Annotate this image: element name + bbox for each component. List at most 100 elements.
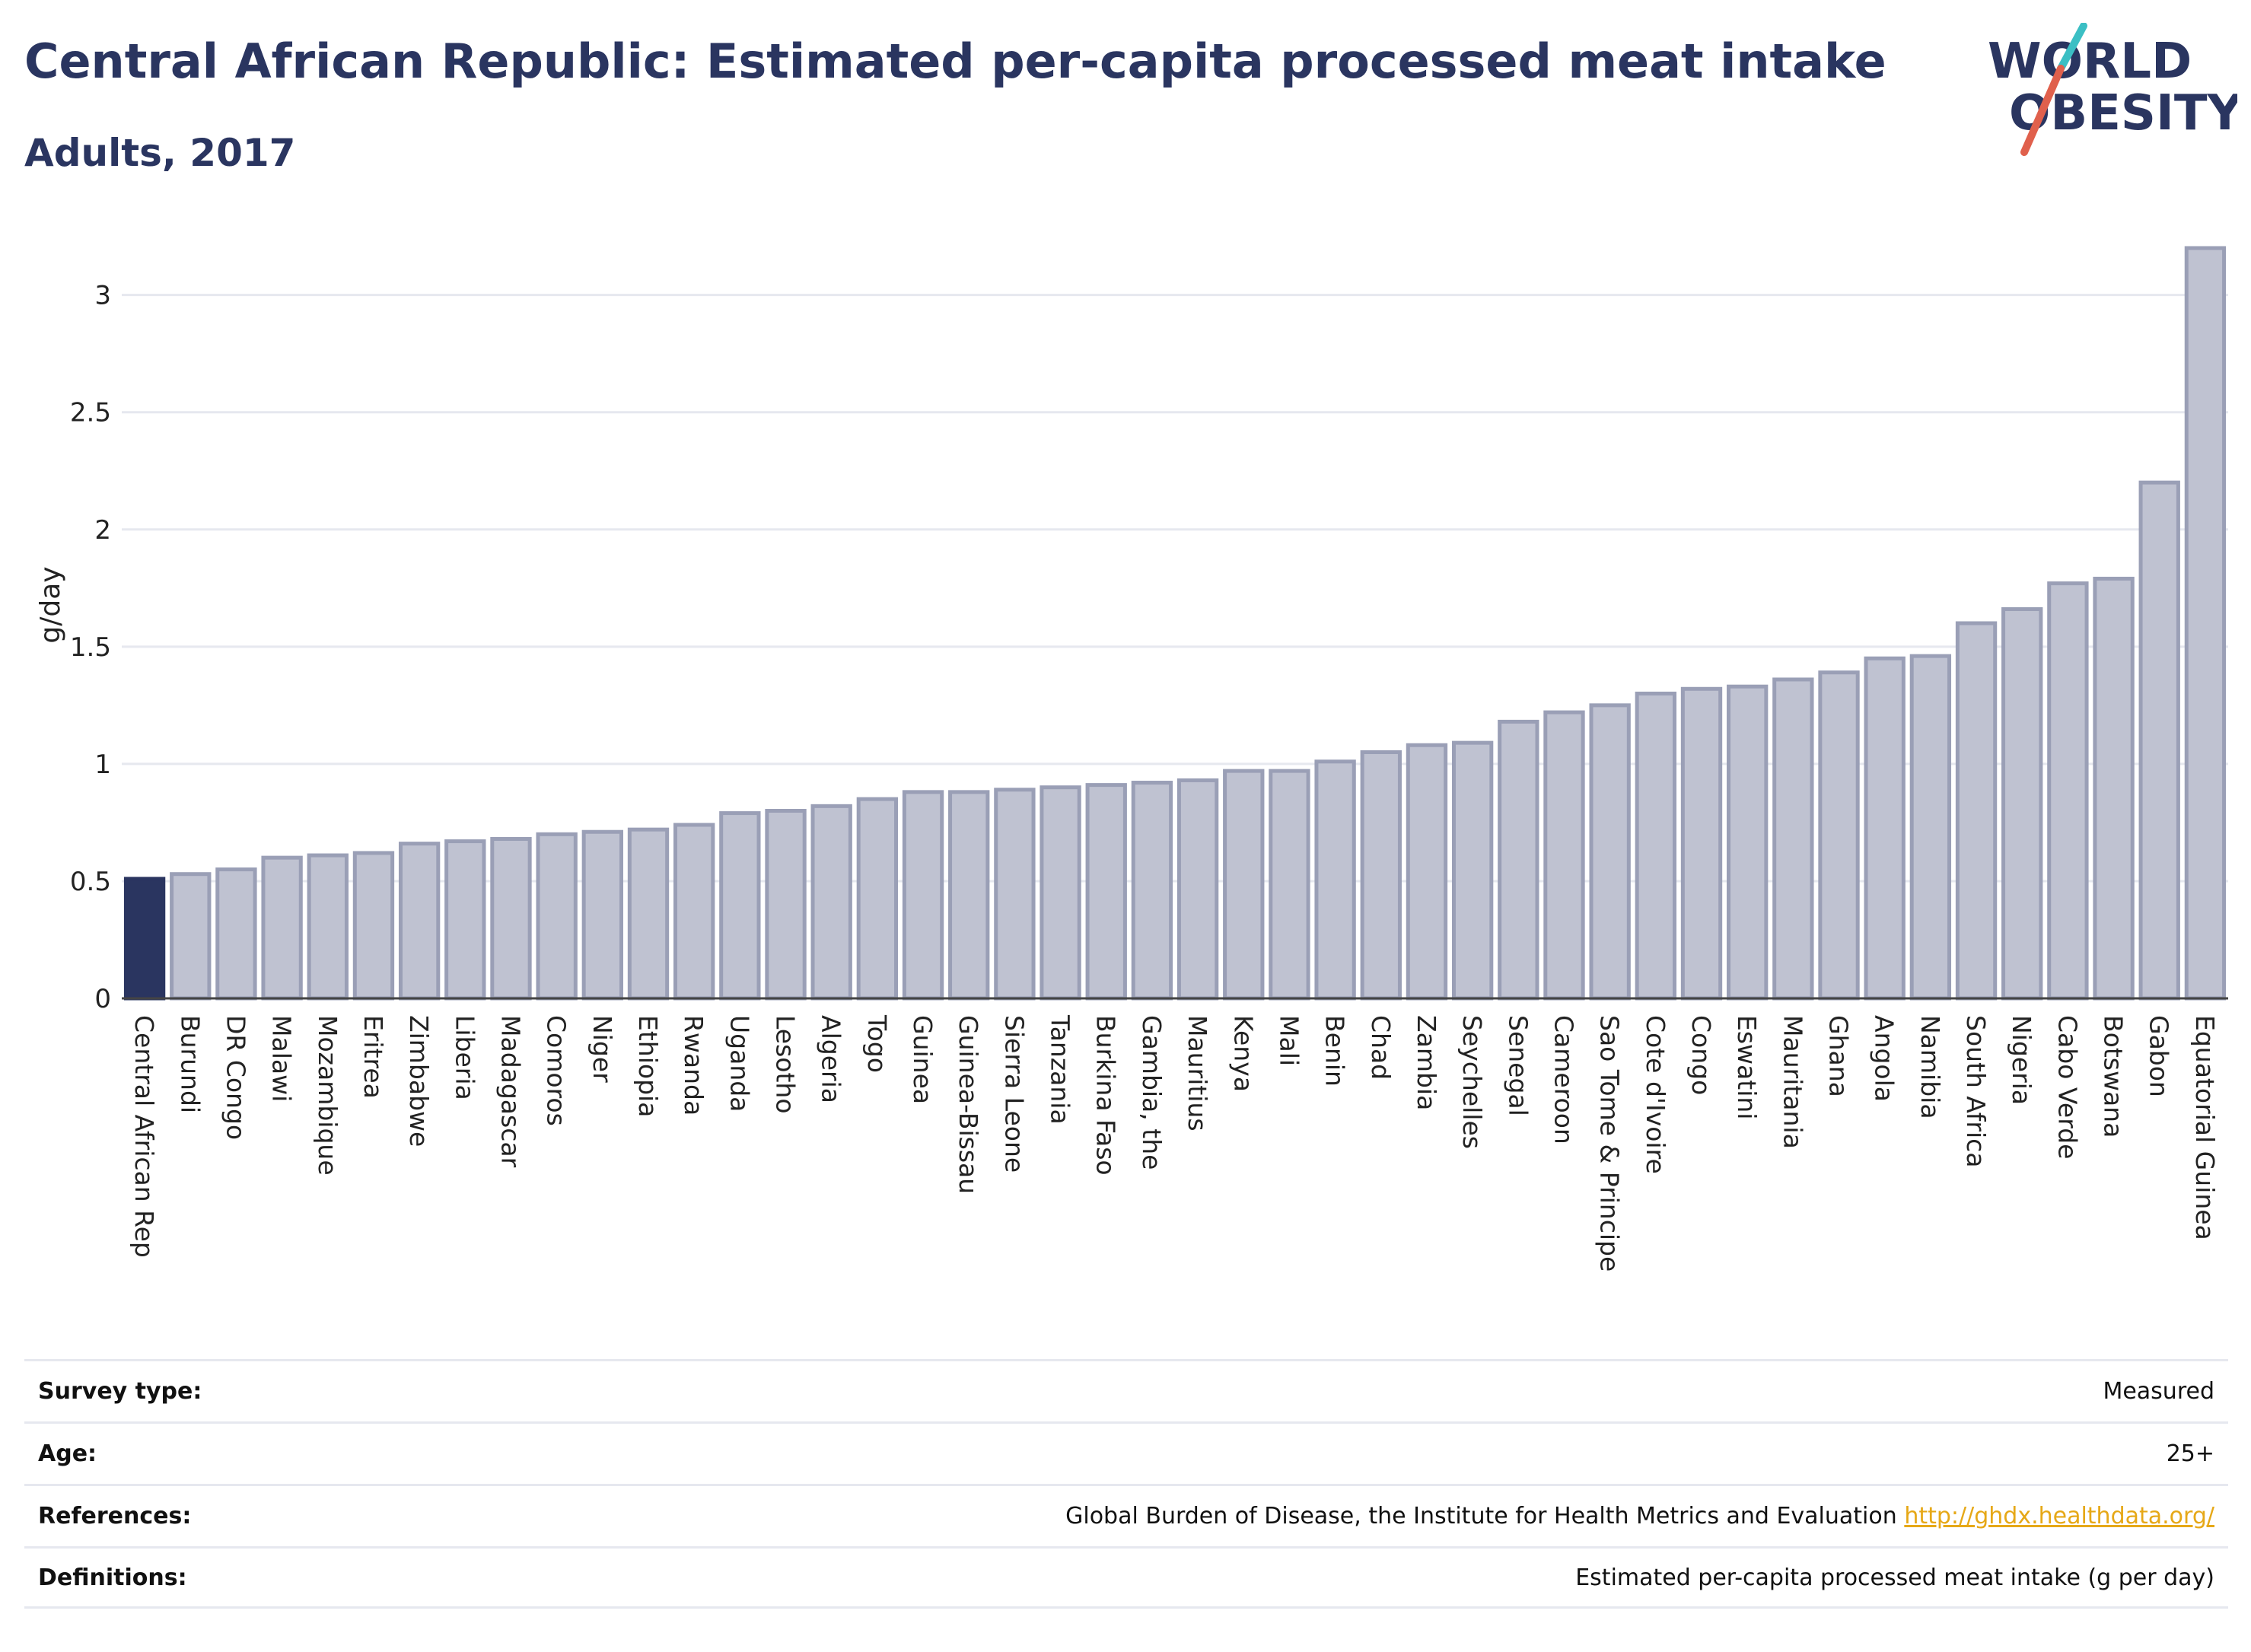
bar — [1131, 781, 1173, 1001]
x-tick-label: Eswatini — [1732, 1015, 1762, 1119]
x-tick-label: Malawi — [267, 1015, 297, 1102]
bar — [490, 836, 532, 1001]
bar — [215, 867, 257, 1001]
bar — [1040, 785, 1081, 1001]
x-tick-label: Cote d'Ivoire — [1641, 1015, 1670, 1174]
y-tick-label: 2 — [94, 515, 111, 546]
bar — [2001, 607, 2043, 1001]
info-table: Survey type: Measured Age: 25+ References: Gl… — [24, 1359, 2228, 1609]
reference-link[interactable]: http://ghdx.healthdata.org/ — [1904, 1503, 2214, 1529]
bar — [1176, 778, 1219, 1001]
info-value: Measured — [2103, 1378, 2214, 1405]
bar — [1818, 670, 1860, 1001]
x-tick-label: Kenya — [1228, 1015, 1258, 1092]
x-tick-label: Nigeria — [2007, 1015, 2036, 1105]
info-key: References: — [38, 1503, 192, 1529]
logo-slash-red — [2020, 65, 2065, 156]
x-tick-label: Burkina Faso — [1091, 1015, 1121, 1176]
bar — [123, 877, 166, 1001]
bar — [1589, 703, 1631, 1001]
bar — [1085, 783, 1127, 1001]
x-tick-label: Mauritius — [1183, 1015, 1212, 1132]
bar — [2093, 576, 2135, 1001]
bar — [765, 809, 807, 1001]
x-tick-label: Seychelles — [1457, 1015, 1487, 1149]
y-ticks: 0 0.5 1 1.5 2 2.5 3 — [70, 281, 111, 1014]
x-tick-label: Congo — [1686, 1015, 1716, 1095]
x-tick-label: Zimbabwe — [404, 1015, 434, 1147]
logo-line1: WORLD — [1988, 33, 2192, 90]
info-value-text: 25+ — [2166, 1440, 2214, 1467]
info-key: Definitions: — [38, 1564, 187, 1591]
x-tick-label: Madagascar — [495, 1015, 525, 1168]
bar — [1955, 621, 1998, 1001]
info-row: References: Global Burden of Disease, the… — [24, 1484, 2228, 1546]
x-tick-label: Sierra Leone — [999, 1015, 1029, 1173]
bar — [856, 797, 899, 1001]
x-tick-label: Algeria — [817, 1015, 846, 1103]
logo-slash-teal — [2057, 23, 2087, 72]
bars — [122, 246, 2228, 1001]
bar — [398, 842, 441, 1001]
x-tick-label: Lesotho — [771, 1015, 801, 1114]
y-tick-label: 0 — [94, 984, 111, 1014]
bar — [2184, 246, 2227, 1001]
y-tick-label: 1 — [94, 750, 111, 780]
x-tick-label: Niger — [587, 1015, 617, 1083]
x-tick-label: DR Congo — [221, 1015, 250, 1140]
bar — [581, 829, 623, 1001]
x-tick-label: Guinea — [908, 1015, 938, 1104]
x-tick-label: Cameroon — [1549, 1015, 1578, 1144]
y-tick-label: 2.5 — [70, 398, 111, 428]
bar — [2047, 581, 2089, 1001]
bar — [170, 872, 212, 1001]
x-tick-label: Equatorial Guinea — [2190, 1015, 2220, 1240]
bar — [307, 853, 349, 1001]
info-key: Age: — [38, 1440, 97, 1467]
bar — [536, 832, 578, 1001]
x-tick-label: Sao Tome & Principe — [1595, 1015, 1625, 1272]
bar — [994, 788, 1036, 1001]
info-value-text: Estimated per-capita processed meat inta… — [1575, 1564, 2214, 1591]
bar — [810, 804, 852, 1001]
bar — [627, 827, 670, 1001]
x-tick-label: Senegal — [1503, 1015, 1533, 1116]
bar — [719, 811, 761, 1001]
x-tick-label: Cabo Verde — [2052, 1015, 2082, 1159]
bar — [352, 851, 395, 1001]
x-tick-label: Mozambique — [313, 1015, 342, 1176]
bar — [1269, 769, 1310, 1001]
x-tick-label: Rwanda — [679, 1015, 708, 1116]
bar — [1498, 719, 1539, 1001]
bar — [1223, 769, 1265, 1001]
x-tick-label: Ghana — [1824, 1015, 1854, 1097]
bar — [1909, 654, 1952, 1001]
x-tick-label: Botswana — [2099, 1015, 2128, 1138]
y-tick-label: 0.5 — [70, 867, 111, 897]
bar — [1680, 686, 1723, 1001]
x-tick-label: Uganda — [724, 1015, 754, 1112]
bar — [1451, 740, 1494, 1001]
bar — [902, 790, 944, 1001]
bar — [1406, 743, 1448, 1001]
x-tick-label: Namibia — [1915, 1015, 1945, 1119]
bar — [261, 855, 303, 1001]
bar — [444, 839, 486, 1001]
x-tick-labels: Central African Rep Burundi DR Congo Malawi… — [129, 1014, 2220, 1272]
info-row: Definitions: Estimated per-capita process… — [24, 1546, 2228, 1609]
x-tick-label: Ethiopia — [633, 1015, 663, 1117]
bar — [673, 823, 715, 1001]
x-tick-label: Tanzania — [1046, 1014, 1075, 1125]
info-value: Global Burden of Disease, the Institute … — [1065, 1503, 2214, 1529]
info-value: 25+ — [2167, 1440, 2214, 1467]
bar — [948, 790, 990, 1001]
x-tick-label: Benin — [1320, 1015, 1350, 1087]
x-tick-label: Angola — [1870, 1015, 1899, 1102]
x-tick-label: Mauritania — [1778, 1015, 1807, 1149]
bar — [1864, 656, 1906, 1001]
x-tick-label: Mali — [1274, 1015, 1304, 1066]
y-tick-label: 1.5 — [70, 632, 111, 663]
y-tick-label: 3 — [94, 281, 111, 311]
x-tick-label: Eritrea — [358, 1015, 388, 1099]
info-row: Age: 25+ — [24, 1421, 2228, 1484]
